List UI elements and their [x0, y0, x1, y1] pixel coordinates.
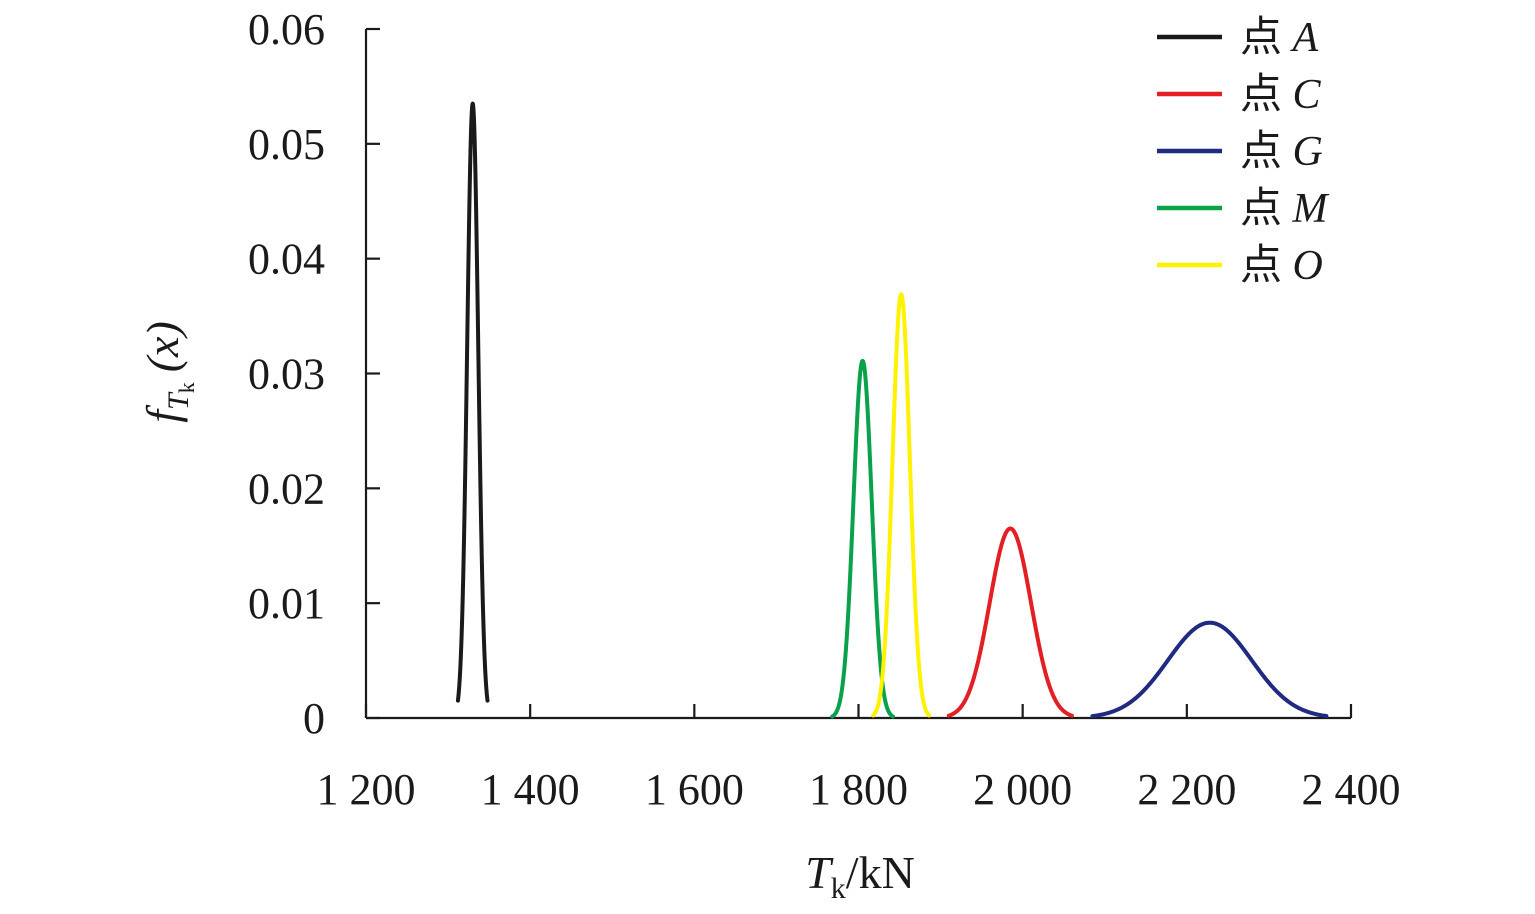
x-tick-label: 1 600 — [645, 765, 744, 814]
legend-entry-A: 点 A — [1240, 15, 1319, 61]
legend-prefix: 点 — [1240, 186, 1293, 232]
legend-point-name: O — [1293, 243, 1323, 289]
density-curves — [455, 101, 1329, 719]
legend-entry-M: 点 M — [1240, 186, 1330, 232]
legend-entry-C: 点 C — [1240, 72, 1322, 118]
x-tick-label: 2 000 — [973, 765, 1072, 814]
legend-point-name: M — [1292, 186, 1330, 232]
y-tick-label: 0.04 — [248, 235, 325, 284]
series-line-G — [1090, 620, 1329, 719]
y-tick-label: 0.05 — [248, 120, 325, 169]
y-ticks: 0 0.01 0.02 0.03 0.04 0.05 0.06 — [248, 5, 380, 743]
legend-entry-G: 点 G — [1240, 129, 1323, 175]
series-line-O — [871, 292, 932, 718]
x-tick-label: 1 800 — [809, 765, 908, 814]
y-axis-title: fTk(x) — [137, 321, 199, 423]
x-axis-subscript: k — [831, 872, 846, 905]
y-tick-label: 0.01 — [248, 579, 325, 628]
x-tick-label: 1 400 — [481, 765, 580, 814]
y-tick-label: 0.02 — [248, 464, 325, 513]
axes: 0 0.01 0.02 0.03 0.04 0.05 0.06 1 200 1 400 1 60… — [248, 5, 1401, 814]
legend-prefix: 点 — [1240, 243, 1293, 289]
series-line-C — [946, 526, 1074, 718]
y-axis-arg: (x) — [137, 321, 188, 372]
legend-prefix: 点 — [1240, 129, 1293, 175]
y-tick-label: 0.03 — [248, 350, 325, 399]
y-tick-label: 0 — [303, 694, 325, 743]
legend-entry-O: 点 O — [1240, 243, 1323, 289]
legend-point-name: G — [1293, 129, 1323, 175]
x-axis-unit: /kN — [846, 847, 915, 898]
legend-prefix: 点 — [1240, 15, 1293, 61]
y-tick-label: 0.06 — [248, 5, 325, 54]
y-axis-subsub: k — [174, 382, 199, 393]
x-axis-title: Tk/kN — [805, 847, 915, 905]
series-line-A — [455, 101, 490, 703]
legend: 点 A点 C点 G点 M点 O — [1157, 15, 1330, 289]
x-tick-label: 2 200 — [1137, 765, 1236, 814]
y-axis-sub: T — [162, 391, 195, 410]
legend-prefix: 点 — [1240, 72, 1293, 118]
legend-point-name: C — [1293, 72, 1322, 118]
x-tick-label: 2 400 — [1302, 765, 1401, 814]
legend-point-name: A — [1290, 15, 1319, 61]
x-axis-symbol: T — [805, 847, 834, 898]
x-ticks: 1 200 1 400 1 600 1 800 2 000 2 200 2 400 — [317, 704, 1401, 814]
x-tick-label: 1 200 — [317, 765, 416, 814]
